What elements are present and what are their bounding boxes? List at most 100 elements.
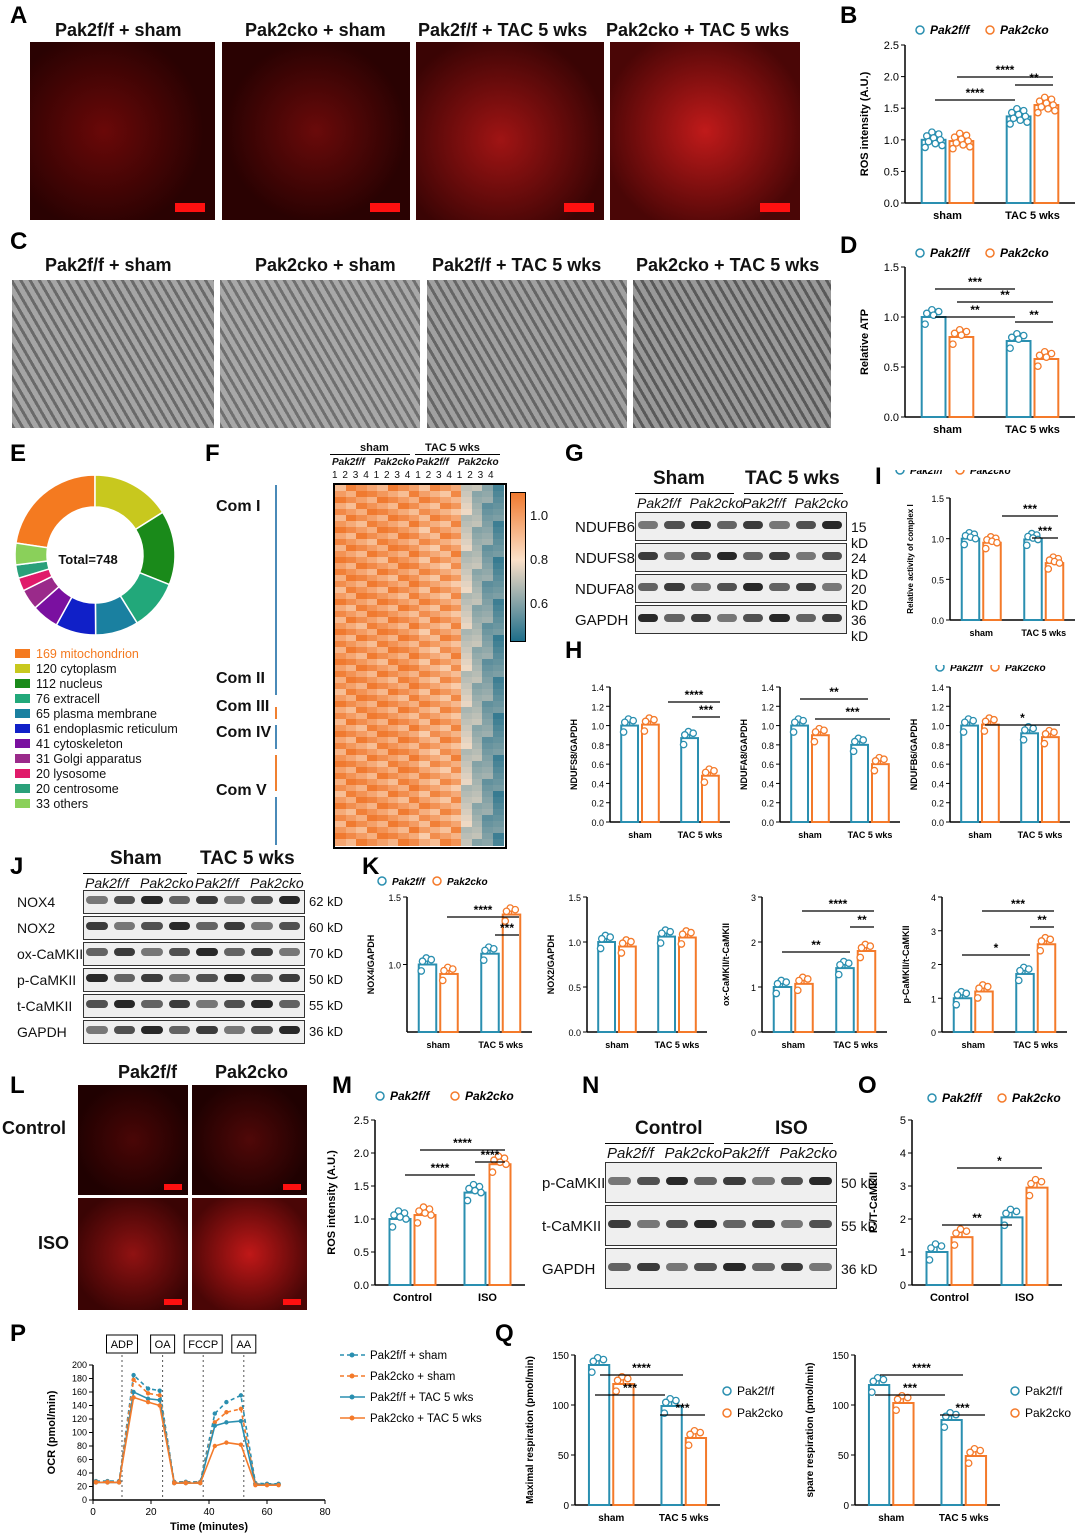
heatmap-cell (471, 689, 483, 696)
y-tick-label: 1.5 (568, 893, 581, 903)
heatmap-cell (335, 647, 346, 654)
series-point (157, 1393, 162, 1398)
heatmap-cell (408, 545, 420, 552)
y-tick-label: 0 (931, 1028, 936, 1038)
data-point (463, 1196, 472, 1205)
blot-underline (197, 873, 301, 874)
y-tick-label: 50 (558, 1451, 570, 1462)
panel-label-p: P (10, 1320, 27, 1347)
column-number: 3 (352, 470, 359, 481)
heatmap-cell (377, 521, 388, 528)
heatmap-cell (345, 605, 357, 612)
blot-band (694, 1219, 717, 1228)
heatmap-cell (429, 809, 441, 816)
heatmap-cell (461, 497, 472, 504)
legend-marker (985, 25, 995, 35)
colorbar-tick: 1.0 (530, 508, 549, 523)
heatmap-cell (335, 725, 346, 732)
heatmap-cell (471, 551, 483, 558)
heatmap-cell (429, 527, 441, 534)
series-point (212, 1420, 217, 1425)
heatmap-cell (387, 485, 399, 492)
legend-item: 112 nucleus (15, 677, 103, 691)
heatmap-cell (450, 743, 462, 750)
heatmap-cell (335, 515, 346, 522)
data-point (975, 984, 983, 993)
heatmap-cell (377, 527, 388, 534)
legend-item: 20 lysosome (15, 767, 106, 781)
data-point (859, 736, 868, 744)
heatmap-cell (366, 575, 378, 582)
sig-label: *** (968, 275, 982, 289)
y-tick-label: 0.4 (761, 779, 774, 789)
data-point (619, 728, 628, 736)
heatmap-cell (440, 791, 451, 798)
heatmap-cell (387, 785, 399, 792)
blot-band (141, 922, 163, 930)
legend-label: Pak2cko (1012, 1091, 1061, 1105)
heatmap-cell (461, 737, 472, 744)
heatmap-cell (345, 665, 357, 672)
heatmap-cell (335, 773, 346, 780)
legend-label: 41 cytoskeleton (36, 737, 123, 751)
injection-marker: AA (231, 1334, 257, 1354)
heatmap-cell (450, 737, 462, 744)
sig-label: *** (1011, 897, 1025, 911)
heatmap-cell (366, 599, 378, 606)
heatmap-cell (440, 551, 451, 558)
heatmap-cell (482, 533, 493, 540)
heatmap-cell (345, 491, 357, 498)
x-tick-label: TAC 5 wks (1005, 424, 1060, 436)
blot-band (113, 896, 135, 904)
blot-genotype: Pak2f/f (195, 875, 239, 891)
data-point (790, 718, 799, 727)
donut-e (14, 474, 176, 636)
series-point (131, 1377, 136, 1383)
heatmap-cell (450, 545, 462, 552)
data-point (589, 1357, 598, 1366)
heatmap-cell (429, 683, 441, 690)
heatmap-cell (356, 629, 367, 636)
heatmap-cell (366, 485, 378, 492)
heatmap-cell (461, 731, 472, 738)
heatmap-cell (482, 815, 493, 822)
blot-band (223, 896, 245, 904)
data-point (661, 1398, 670, 1407)
heatmap-cell (461, 809, 472, 816)
heatmap-cell (482, 665, 493, 672)
heatmap-cell (440, 485, 451, 492)
blot-band (636, 1219, 660, 1228)
heatmap-cell (492, 647, 504, 654)
heatmap-cell (471, 695, 483, 702)
heatmap-cell (398, 539, 409, 546)
heatmap-cell (471, 563, 483, 570)
injection-box (150, 1334, 176, 1354)
heatmap-cell (387, 809, 399, 816)
sig-label: *** (675, 1401, 689, 1415)
series-point (276, 1482, 281, 1488)
y-tick-label: 0.8 (931, 741, 944, 751)
blot-band (278, 974, 300, 982)
blot-row-label: NOX2 (17, 920, 56, 936)
heatmap-cell (366, 719, 378, 726)
legend-marker (375, 1091, 385, 1101)
y-axis-label: Relative ATP (859, 309, 871, 375)
heatmap-cell (366, 809, 378, 816)
blot-band (716, 613, 737, 622)
bar (920, 316, 947, 418)
heatmap-cell (366, 827, 378, 834)
blot-band (664, 613, 685, 622)
heatmap-cell (492, 545, 504, 552)
heatmap-cell (492, 833, 504, 840)
y-tick-label: 4 (900, 1148, 906, 1160)
complex-bracket (275, 797, 277, 845)
heatmap-cell (335, 701, 346, 708)
heatmap-cell (398, 593, 409, 600)
heatmap-cell (482, 737, 493, 744)
heatmap-cell (419, 701, 430, 708)
heatmap-cell (461, 677, 472, 684)
heatmap-cell (335, 749, 346, 756)
heatmap-cell (450, 707, 462, 714)
heatmap-cell (356, 779, 367, 786)
heatmap-cell (398, 641, 409, 648)
